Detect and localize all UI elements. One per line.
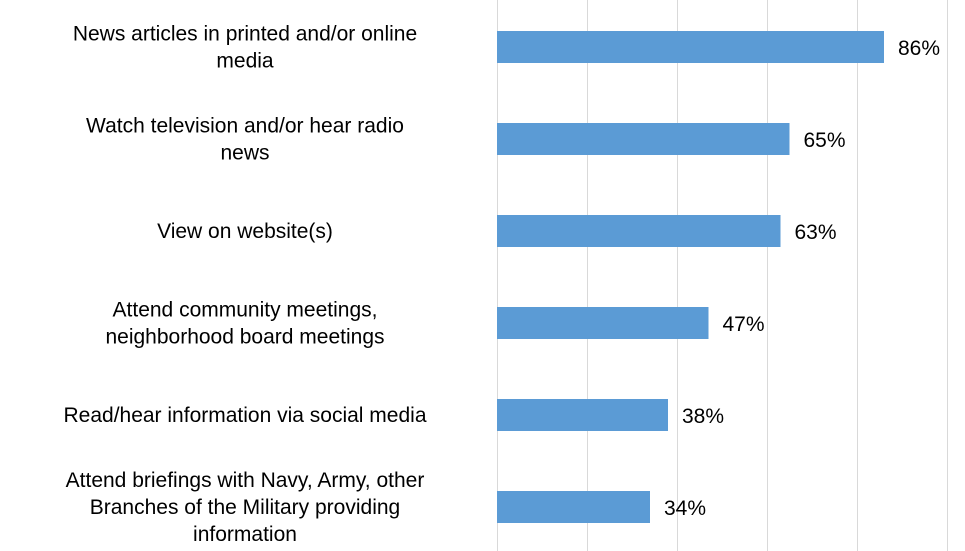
category-label-line: Attend briefings with Navy, Army, other — [66, 469, 425, 492]
category-label: Watch television and/or hear radio news — [86, 115, 404, 165]
category-label: Attend briefings with Navy, Army, other B… — [66, 469, 425, 546]
bars — [497, 31, 884, 523]
bar — [497, 399, 668, 431]
category-label-line: Attend community meetings, — [113, 299, 378, 322]
bar — [497, 307, 709, 339]
bar — [497, 123, 790, 155]
category-label-line: Watch television and/or hear radio — [86, 115, 404, 138]
category-label-line: news — [220, 142, 269, 165]
category-label: Attend community meetings, neighborhood b… — [105, 299, 384, 349]
bar — [497, 215, 781, 247]
gridlines — [497, 0, 948, 551]
category-labels: News articles in printed and/or online me… — [63, 23, 426, 547]
category-label: View on website(s) — [157, 220, 333, 243]
value-label: 63% — [795, 221, 837, 244]
value-label: 47% — [723, 313, 765, 336]
value-label: 34% — [664, 497, 706, 520]
value-label: 86% — [898, 37, 940, 60]
category-label-line: View on website(s) — [157, 220, 333, 243]
value-label: 65% — [804, 129, 846, 152]
value-label: 38% — [682, 405, 724, 428]
category-label-line: neighborhood board meetings — [105, 326, 384, 349]
category-label: News articles in printed and/or online me… — [73, 23, 417, 73]
category-label-line: Read/hear information via social media — [63, 404, 426, 427]
category-label-line: information — [193, 523, 297, 546]
category-label: Read/hear information via social media — [63, 404, 426, 427]
category-label-line: media — [216, 50, 274, 73]
bar — [497, 31, 884, 63]
category-label-line: News articles in printed and/or online — [73, 23, 417, 46]
category-label-line: Branches of the Military providing — [90, 496, 400, 519]
bar — [497, 491, 650, 523]
value-labels: 86% 65% 63% 47% 38% 34% — [664, 37, 940, 520]
